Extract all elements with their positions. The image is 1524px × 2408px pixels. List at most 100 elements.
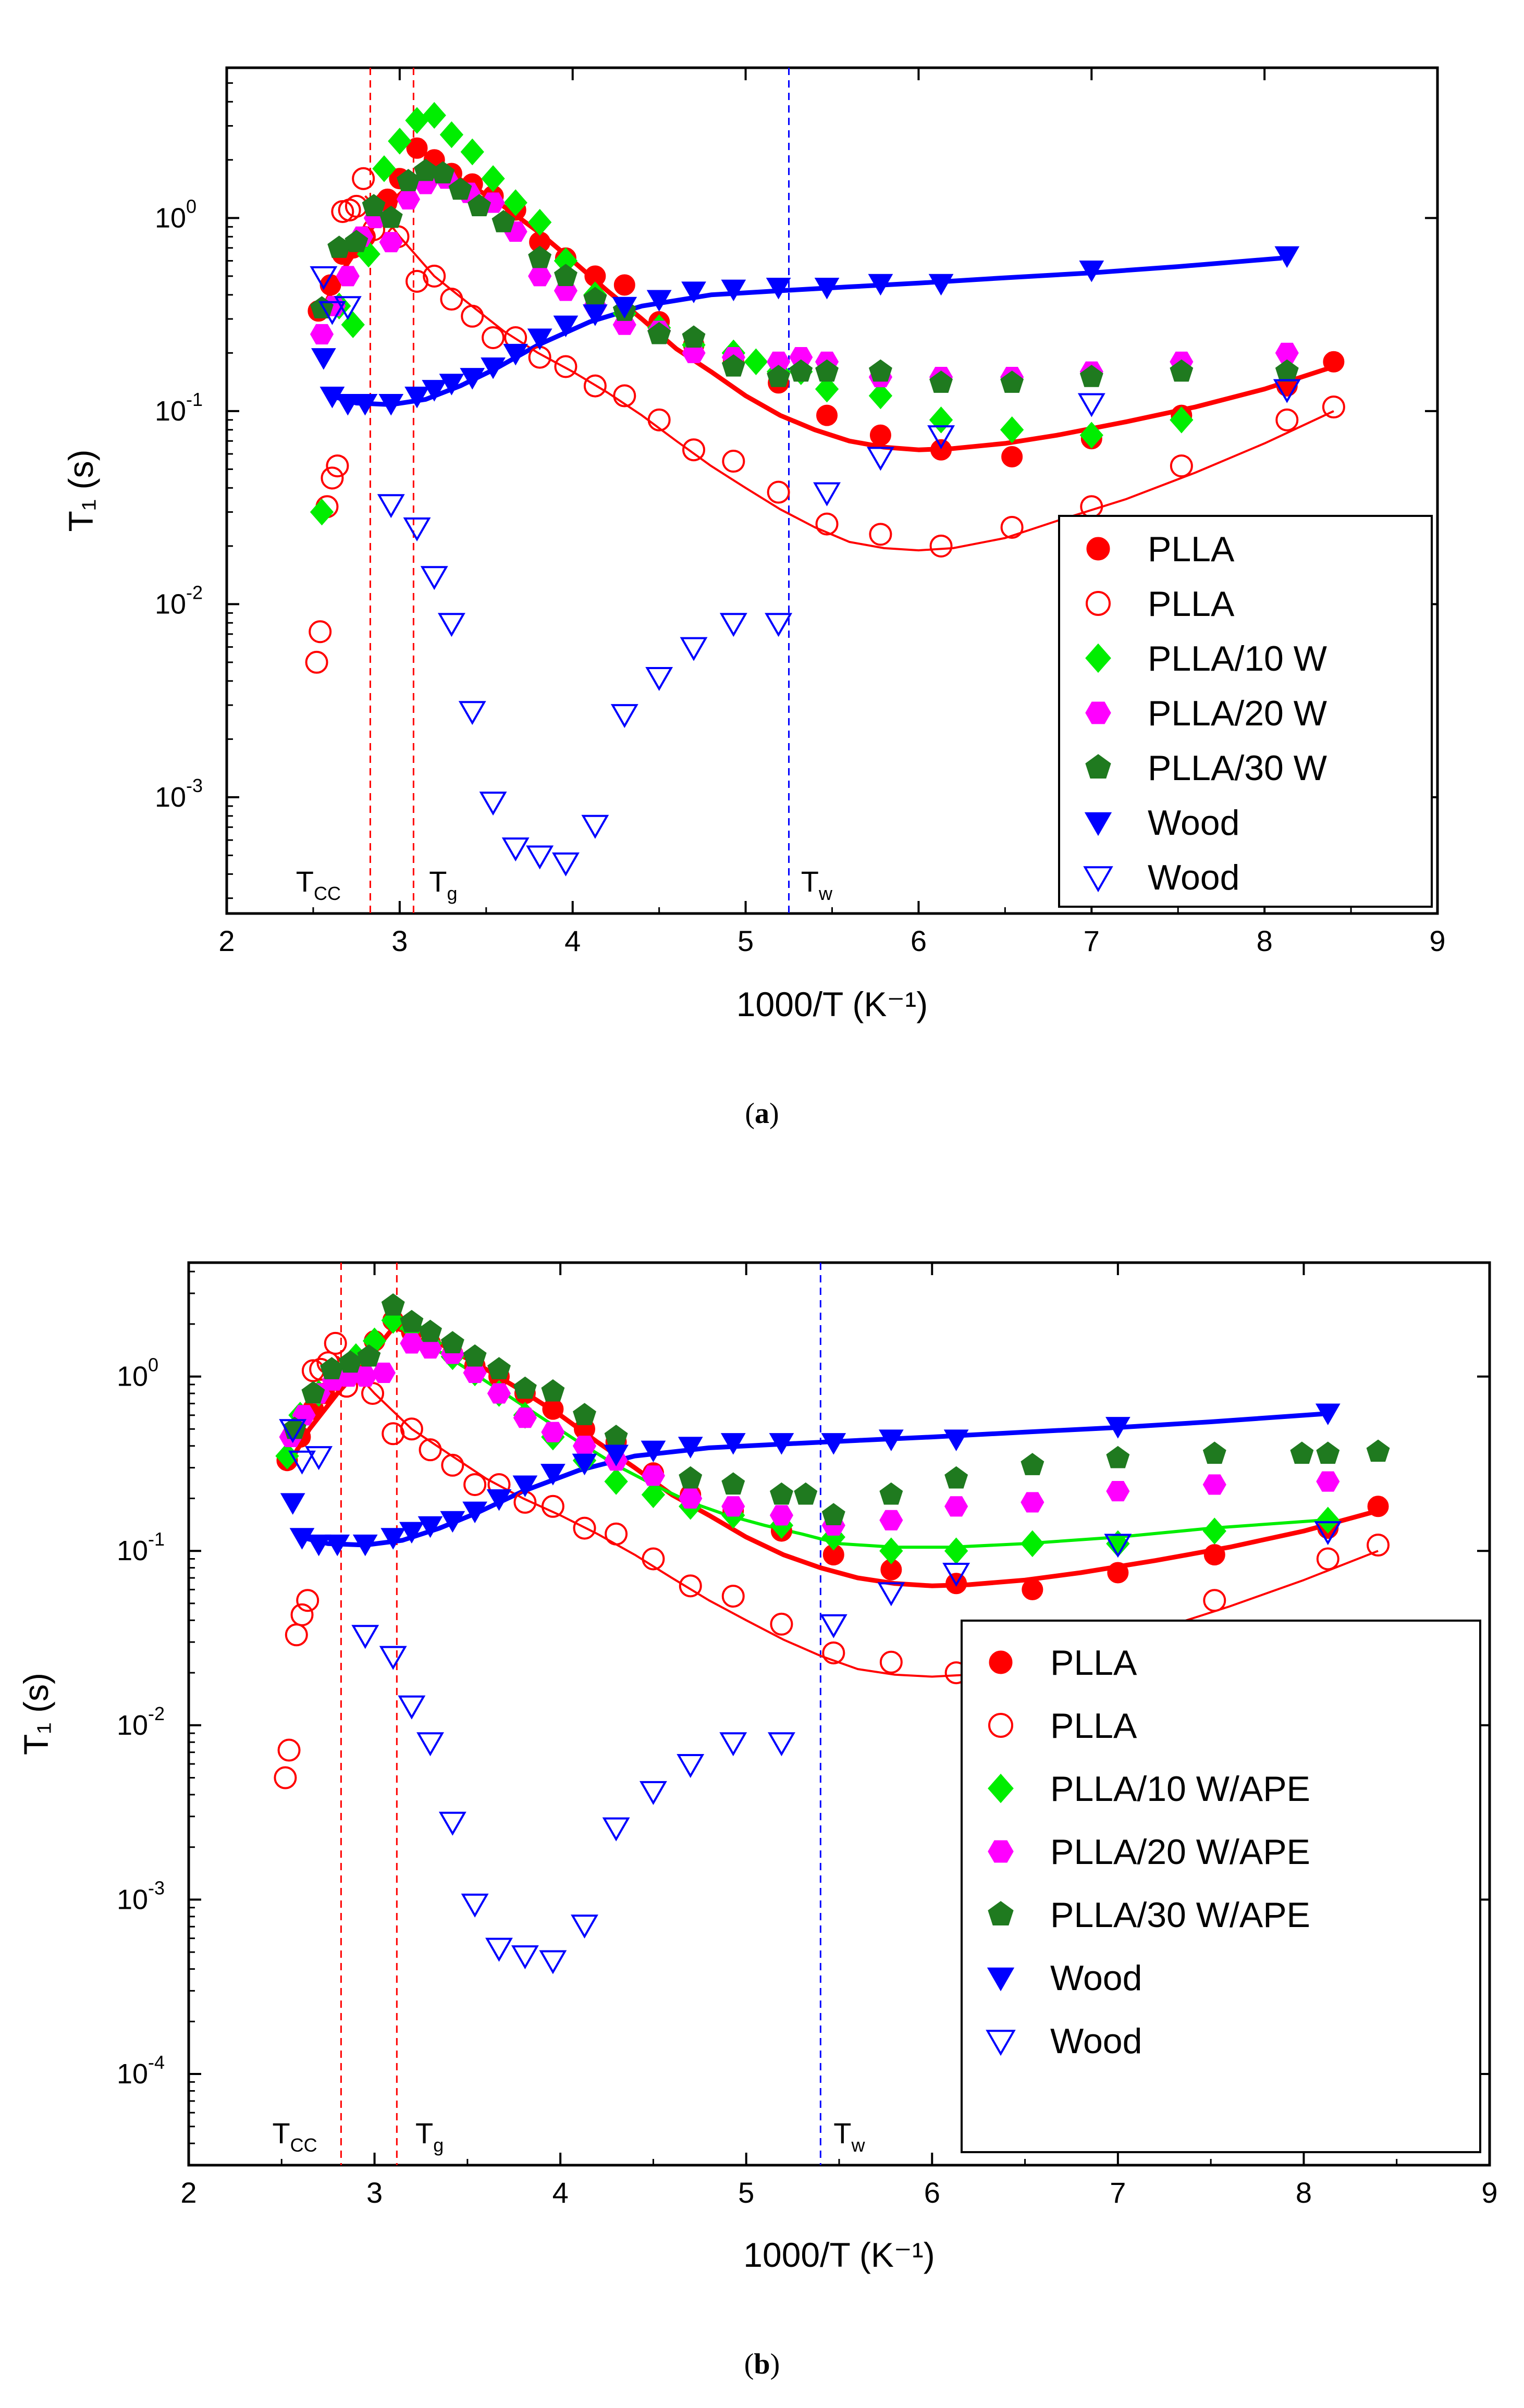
y-tick-exponent: -1 (186, 389, 203, 410)
legend-label: PLLA (1148, 584, 1235, 624)
data-point (1275, 342, 1299, 363)
data-point (541, 1495, 564, 1518)
data-point (639, 1781, 667, 1805)
legend-marker (988, 1901, 1014, 1925)
data-point (869, 523, 892, 546)
y-axis-label: T₁ (s) (62, 450, 100, 532)
data-point (1000, 371, 1024, 393)
data-point (461, 1893, 489, 1918)
data-point (437, 613, 465, 637)
legend-marker (1084, 812, 1112, 836)
data-point (1367, 1496, 1389, 1517)
legend-item: PLLA (1086, 529, 1235, 569)
data-point (682, 438, 706, 462)
data-point (400, 1417, 423, 1441)
data-point (1202, 1441, 1226, 1464)
data-point (422, 380, 447, 402)
data-point (1170, 359, 1194, 382)
data-point (878, 1429, 904, 1451)
data-point (721, 1472, 745, 1495)
data-point (503, 343, 529, 366)
data-point (877, 1582, 905, 1607)
data-point (879, 1510, 903, 1530)
data-point (541, 1422, 565, 1442)
data-point (553, 315, 579, 338)
data-point (943, 1429, 969, 1451)
data-point (1106, 1481, 1130, 1502)
data-point (767, 480, 790, 504)
legend-marker (986, 2030, 1016, 2056)
data-point (1202, 1474, 1226, 1495)
legend-marker (989, 1650, 1013, 1674)
data-point (1315, 1403, 1341, 1426)
y-tick-label: 10 0 (155, 195, 196, 233)
y-tick-base: 10 (155, 588, 186, 620)
data-point (681, 281, 706, 303)
legend-item: PLLA/30 W/APE (988, 1895, 1310, 1935)
data-point (721, 1496, 745, 1517)
series-wood-filled (311, 246, 1300, 416)
y-tick-label: 10 -3 (155, 775, 203, 813)
data-point (463, 1473, 487, 1496)
data-point (581, 814, 609, 839)
data-point (485, 1937, 513, 1962)
data-point (422, 102, 446, 129)
data-point (431, 161, 455, 184)
data-point (491, 209, 515, 232)
x-axis-label: 1000/T (K⁻¹) (743, 2236, 935, 2274)
data-point (602, 1817, 630, 1842)
data-point (398, 1695, 426, 1720)
data-point (646, 290, 672, 312)
series-plla-30-w-ape-filled (282, 1293, 1390, 1525)
data-point (1000, 515, 1024, 539)
data-point (930, 439, 952, 461)
data-point (815, 359, 839, 382)
data-point (1021, 1492, 1044, 1513)
data-point (274, 1766, 297, 1789)
data-point (1022, 1578, 1043, 1600)
data-point (612, 297, 637, 319)
series-plla-30-w-filled (310, 158, 1299, 393)
data-point (821, 1433, 846, 1455)
legend-label: PLLA/30 W/APE (1050, 1895, 1310, 1935)
legend-label: Wood (1050, 1958, 1142, 1998)
data-point (321, 466, 344, 490)
legend-item: PLLA/10 W (1085, 639, 1327, 678)
data-point (388, 128, 412, 155)
legend-box (961, 1620, 1481, 2153)
data-point (310, 266, 338, 290)
data-point (324, 1331, 347, 1355)
data-point (1275, 359, 1299, 382)
y-tick-base: 10 (117, 2058, 148, 2090)
data-point (942, 1562, 970, 1587)
legend-item: Wood (1084, 803, 1239, 843)
y-tick-label: 10 -1 (117, 1528, 165, 1566)
data-point (481, 357, 506, 379)
data-point (1322, 396, 1345, 419)
data-point (1021, 1530, 1044, 1558)
data-point (879, 1650, 903, 1674)
y-tick-exponent: -3 (148, 1877, 165, 1898)
data-point (311, 348, 336, 370)
data-point (1107, 1562, 1129, 1584)
data-point (1316, 1506, 1340, 1534)
data-point (573, 1516, 596, 1540)
data-point (719, 1732, 747, 1757)
panel-caption: (b) (744, 2348, 780, 2380)
data-point (613, 274, 635, 296)
data-point (440, 1331, 464, 1353)
data-point (1001, 446, 1023, 468)
data-point (336, 266, 360, 287)
data-point (461, 304, 484, 328)
data-point (487, 1357, 511, 1379)
data-point (527, 208, 552, 236)
data-point (345, 230, 368, 252)
data-point (645, 666, 673, 691)
data-point (380, 1528, 406, 1550)
data-point (458, 701, 486, 725)
x-tick-label: 7 (1110, 2176, 1126, 2209)
data-point (1367, 1534, 1390, 1557)
data-point (438, 1811, 466, 1836)
data-point (1000, 416, 1024, 443)
